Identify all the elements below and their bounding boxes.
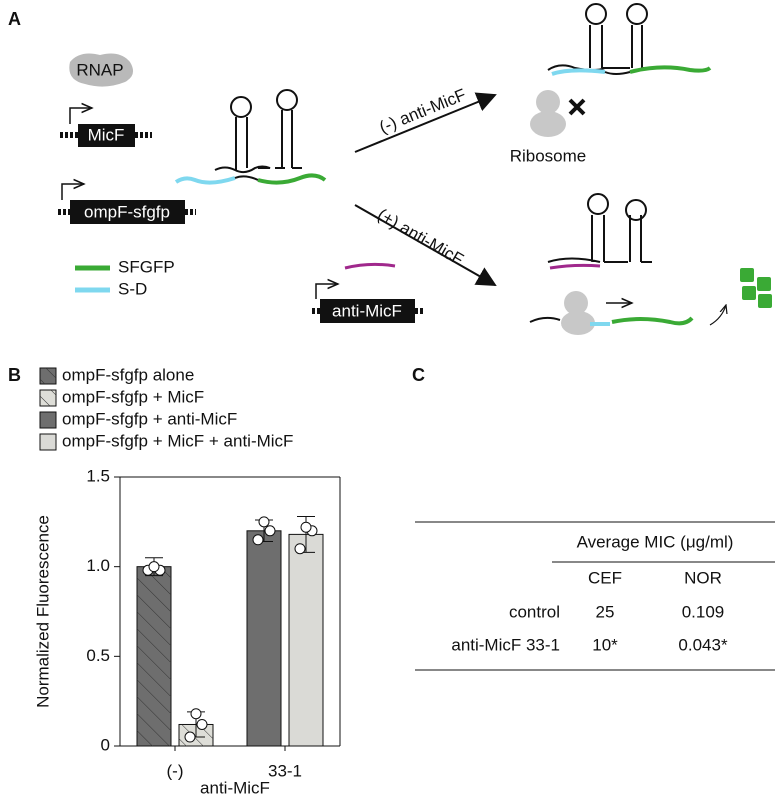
gfp: [742, 286, 756, 300]
data-point: [196, 718, 208, 730]
legend-label: ompF-sfgfp + MicF + anti-MicF: [62, 431, 293, 450]
data-point: [264, 525, 276, 537]
sfgfp-rna: [629, 65, 712, 74]
rnap-label: RNAP: [76, 60, 123, 79]
ribosome-shape: [564, 291, 588, 315]
block-mark: [568, 98, 586, 116]
y-tick-label: 1.5: [86, 466, 110, 485]
ribosome-shape: [536, 90, 560, 114]
x-axis-title: anti-MicF: [200, 778, 270, 797]
loop: [626, 3, 648, 25]
loop: [585, 3, 607, 25]
legend-swatch: [39, 433, 57, 451]
bar: [288, 533, 324, 747]
cell: 0.043*: [678, 635, 728, 654]
legend-label: SFGFP: [118, 257, 175, 276]
diagram: [58, 3, 772, 335]
bar-hatch: [137, 566, 171, 746]
gene-label: ompF-sfgfp: [84, 202, 170, 221]
gene-box: [70, 200, 185, 224]
cell: 10*: [592, 635, 618, 654]
gfp: [740, 268, 754, 282]
arrow: [709, 305, 726, 326]
y-tick-label: 0: [101, 735, 110, 754]
data-point: [190, 708, 202, 720]
row-label: control: [509, 602, 560, 621]
legend-label: ompF-sfgfp + MicF: [62, 387, 204, 406]
loop: [230, 96, 252, 118]
data-point: [252, 534, 264, 546]
panel-label: B: [8, 365, 21, 385]
rna: [234, 175, 259, 181]
table-body: CEF NOR control 25 0.109 anti-MicF 33-1 10* 0.0…: [451, 568, 728, 654]
legend-label: ompF-sfgfp + anti-MicF: [62, 409, 237, 428]
promoter: [315, 284, 338, 299]
rna: [604, 71, 631, 75]
table: Average MIC (μg/ml): [415, 521, 775, 671]
panel-label: C: [412, 365, 425, 385]
rnap-shape: [69, 53, 134, 87]
x-tick-label: (-): [167, 761, 184, 780]
data-point: [300, 521, 312, 533]
bar-chart: 0 0.5 1.0 1.5 Normalized Fluorescence anti-Mi…: [33, 365, 341, 797]
data-point: [294, 543, 306, 555]
gene-label: MicF: [88, 125, 125, 144]
data-point: [258, 516, 270, 528]
gfp: [757, 277, 771, 291]
gene-label: anti-MicF: [332, 301, 402, 320]
gene-box: [320, 299, 415, 323]
legend-hatch: [40, 390, 56, 406]
loop: [625, 199, 647, 221]
sd-rna: [174, 176, 236, 185]
rna: [547, 25, 655, 71]
legend-hatch: [40, 368, 56, 384]
ribosome-label: Ribosome: [510, 146, 587, 165]
gene-box: [78, 124, 135, 147]
ribosome-shape: [561, 311, 595, 335]
loop: [276, 89, 298, 111]
legend-label: ompF-sfgfp alone: [62, 365, 194, 384]
rna: [214, 110, 302, 174]
x-tick-label: 33-1: [268, 761, 302, 780]
data-point: [148, 561, 160, 573]
anti-rna: [549, 263, 601, 270]
sfgfp-rna: [611, 316, 694, 326]
loop: [587, 193, 609, 215]
row-label: anti-MicF 33-1: [451, 635, 560, 654]
cell: 0.109: [682, 602, 725, 621]
column-header: NOR: [684, 568, 722, 587]
rna: [547, 215, 652, 263]
rna: [344, 262, 396, 270]
y-tick-label: 1.0: [86, 556, 110, 575]
sfgfp-rna: [257, 173, 327, 185]
cell: 25: [596, 602, 615, 621]
arrow: [354, 204, 497, 286]
promoter: [61, 184, 84, 200]
promoter: [69, 108, 92, 124]
diagram-legend: SFGFP S-D: [75, 257, 175, 298]
y-tick-label: 0.5: [86, 646, 110, 665]
sd-rna: [551, 68, 606, 76]
ribosome-shape: [530, 111, 566, 137]
legend-swatch: [39, 411, 57, 429]
legend-label: S-D: [118, 279, 147, 298]
bar: [246, 530, 282, 747]
data-point: [184, 731, 196, 743]
gfp: [758, 294, 772, 308]
column-header: CEF: [588, 568, 622, 587]
table-header: Average MIC (μg/ml): [577, 532, 734, 551]
panel-label: A: [8, 9, 21, 29]
arrow-label: (+) anti-MicF: [374, 205, 467, 269]
rna: [529, 316, 561, 323]
y-axis-title: Normalized Fluorescence: [33, 515, 52, 708]
arrow: [354, 92, 497, 153]
